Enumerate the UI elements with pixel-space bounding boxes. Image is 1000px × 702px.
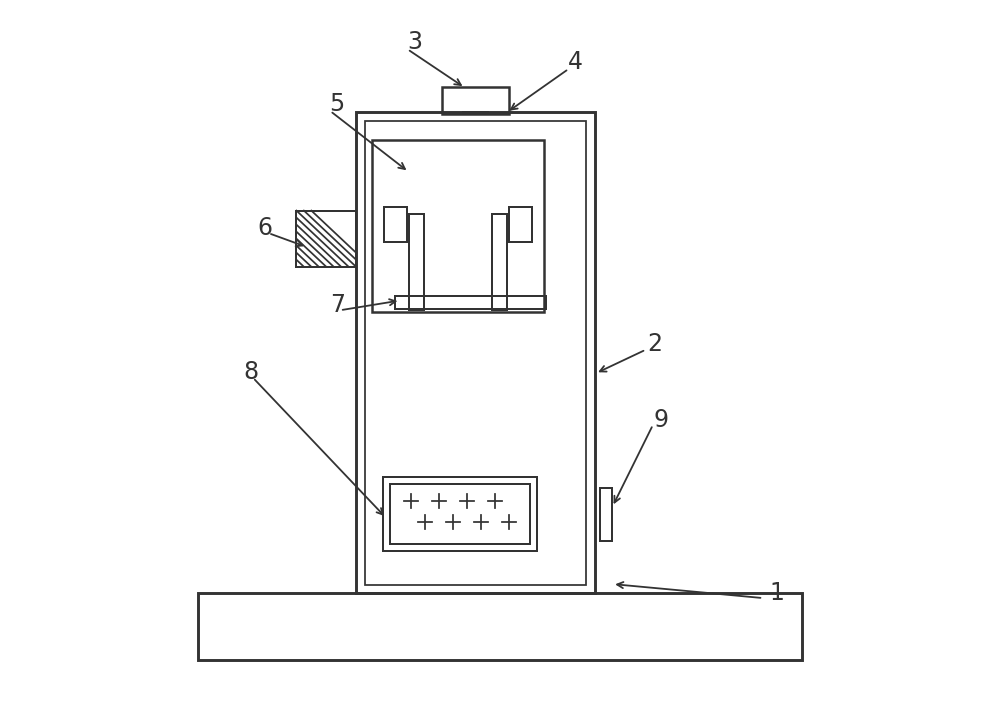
- Bar: [463, 112, 488, 114]
- Bar: [390, 484, 530, 544]
- Text: 4: 4: [568, 50, 583, 74]
- Text: 6: 6: [257, 216, 272, 240]
- Text: 7: 7: [330, 293, 345, 317]
- Bar: [409, 214, 424, 310]
- Bar: [356, 112, 595, 593]
- Bar: [600, 488, 612, 541]
- Text: 5: 5: [330, 92, 345, 116]
- Bar: [372, 140, 544, 312]
- Bar: [296, 211, 356, 267]
- Bar: [384, 207, 407, 242]
- Bar: [395, 296, 546, 309]
- Bar: [198, 593, 802, 660]
- Bar: [442, 87, 509, 114]
- Text: 9: 9: [654, 408, 669, 432]
- Bar: [492, 214, 507, 310]
- Text: 1: 1: [770, 581, 785, 605]
- Bar: [509, 207, 532, 242]
- Bar: [383, 477, 537, 551]
- Bar: [365, 121, 586, 585]
- Text: 3: 3: [407, 30, 422, 54]
- Text: 2: 2: [647, 332, 662, 356]
- Text: 8: 8: [243, 360, 258, 384]
